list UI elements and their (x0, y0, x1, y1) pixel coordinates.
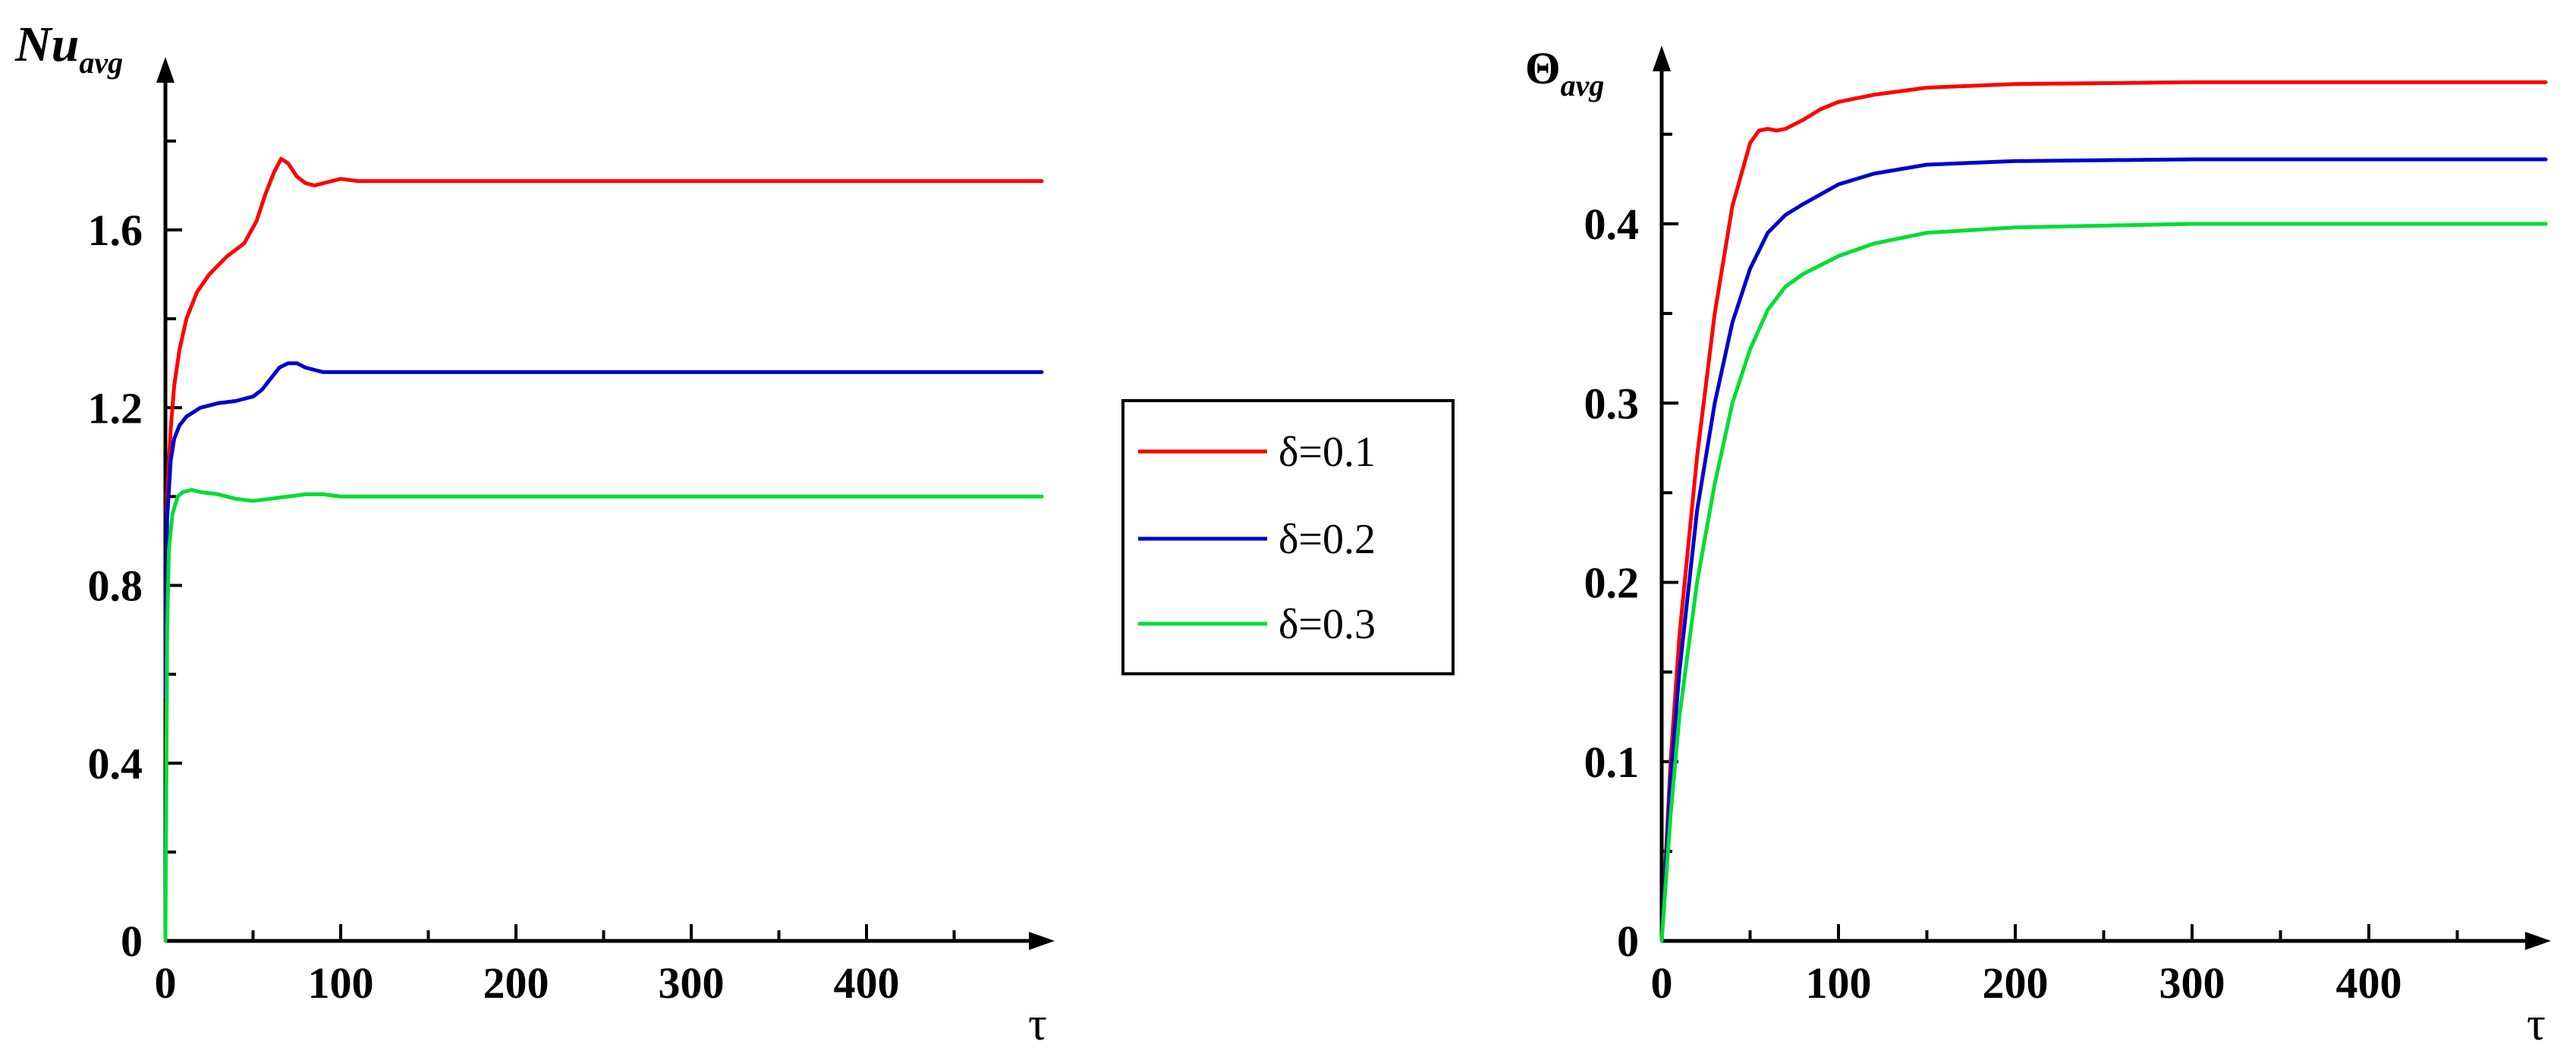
x-tick-label: 0 (1651, 958, 1673, 1008)
series-line-δ=0.1 (1659, 80, 2548, 943)
y-axis-arrow (1653, 46, 1671, 71)
y-axis-arrow (156, 57, 175, 83)
y-tick-label: 0.3 (1584, 379, 1640, 428)
x-tick-label: 300 (2159, 958, 2225, 1008)
x-tick-label: 100 (1806, 958, 1872, 1008)
x-tick-label: 400 (2336, 958, 2402, 1008)
series-line-δ=0.3 (1659, 222, 2548, 943)
x-tick-label: 400 (834, 958, 900, 1008)
y-tick-label: 0 (1617, 917, 1639, 966)
y-tick-label: 0.2 (1584, 558, 1640, 608)
x-axis-arrow (1029, 932, 1055, 950)
y-tick-label: 1.6 (88, 206, 143, 255)
legend-label-delta-0.2: δ=0.2 (1279, 516, 1376, 563)
x-axis-arrow (2525, 932, 2551, 950)
y-axis-title: Θavg (1525, 43, 1604, 102)
x-tick-label: 300 (659, 958, 725, 1008)
y-tick-label: 0.4 (1584, 200, 1640, 249)
y-tick-label: 0.8 (88, 562, 143, 611)
y-tick-label: 1.2 (88, 383, 143, 433)
y-tick-label: 0.4 (88, 739, 143, 788)
theta-chart: 0 100 200 300 400 0 0.1 0.2 0.3 0.4 Θavg τ (1525, 43, 2551, 1050)
y-tick-label: 0.1 (1584, 738, 1640, 787)
nusselt-chart: 0 100 200 300 400 0 0.4 0.8 1.2 1.6 Nuavg τ (14, 17, 1055, 1050)
legend: δ=0.1 δ=0.2 δ=0.3 (1121, 399, 1455, 675)
x-axis-title: τ (2527, 999, 2546, 1050)
x-tick-label: 200 (483, 958, 549, 1008)
x-tick-label: 100 (308, 958, 374, 1008)
x-tick-label: 0 (155, 958, 177, 1008)
series-line-δ=0.2 (163, 361, 1044, 699)
y-axis-title: Nuavg (14, 17, 123, 80)
legend-label-delta-0.1: δ=0.1 (1279, 429, 1376, 476)
x-tick-label: 200 (1983, 958, 2049, 1008)
x-axis-title: τ (1028, 999, 1047, 1050)
y-tick-label: 0 (121, 917, 143, 966)
series-line-δ=0.2 (1659, 157, 2548, 943)
legend-label-delta-0.3: δ=0.3 (1279, 601, 1376, 648)
series-line-δ=0.1 (163, 156, 1044, 699)
series-line-δ=0.3 (163, 488, 1044, 943)
